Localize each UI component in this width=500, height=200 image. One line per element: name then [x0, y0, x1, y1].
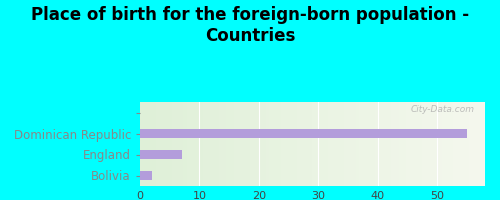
Bar [140, 129, 467, 138]
Text: Place of birth for the foreign-born population -
Countries: Place of birth for the foreign-born popu… [31, 6, 469, 45]
Bar [140, 150, 181, 159]
Bar [140, 171, 152, 180]
Text: City-Data.com: City-Data.com [410, 105, 474, 114]
